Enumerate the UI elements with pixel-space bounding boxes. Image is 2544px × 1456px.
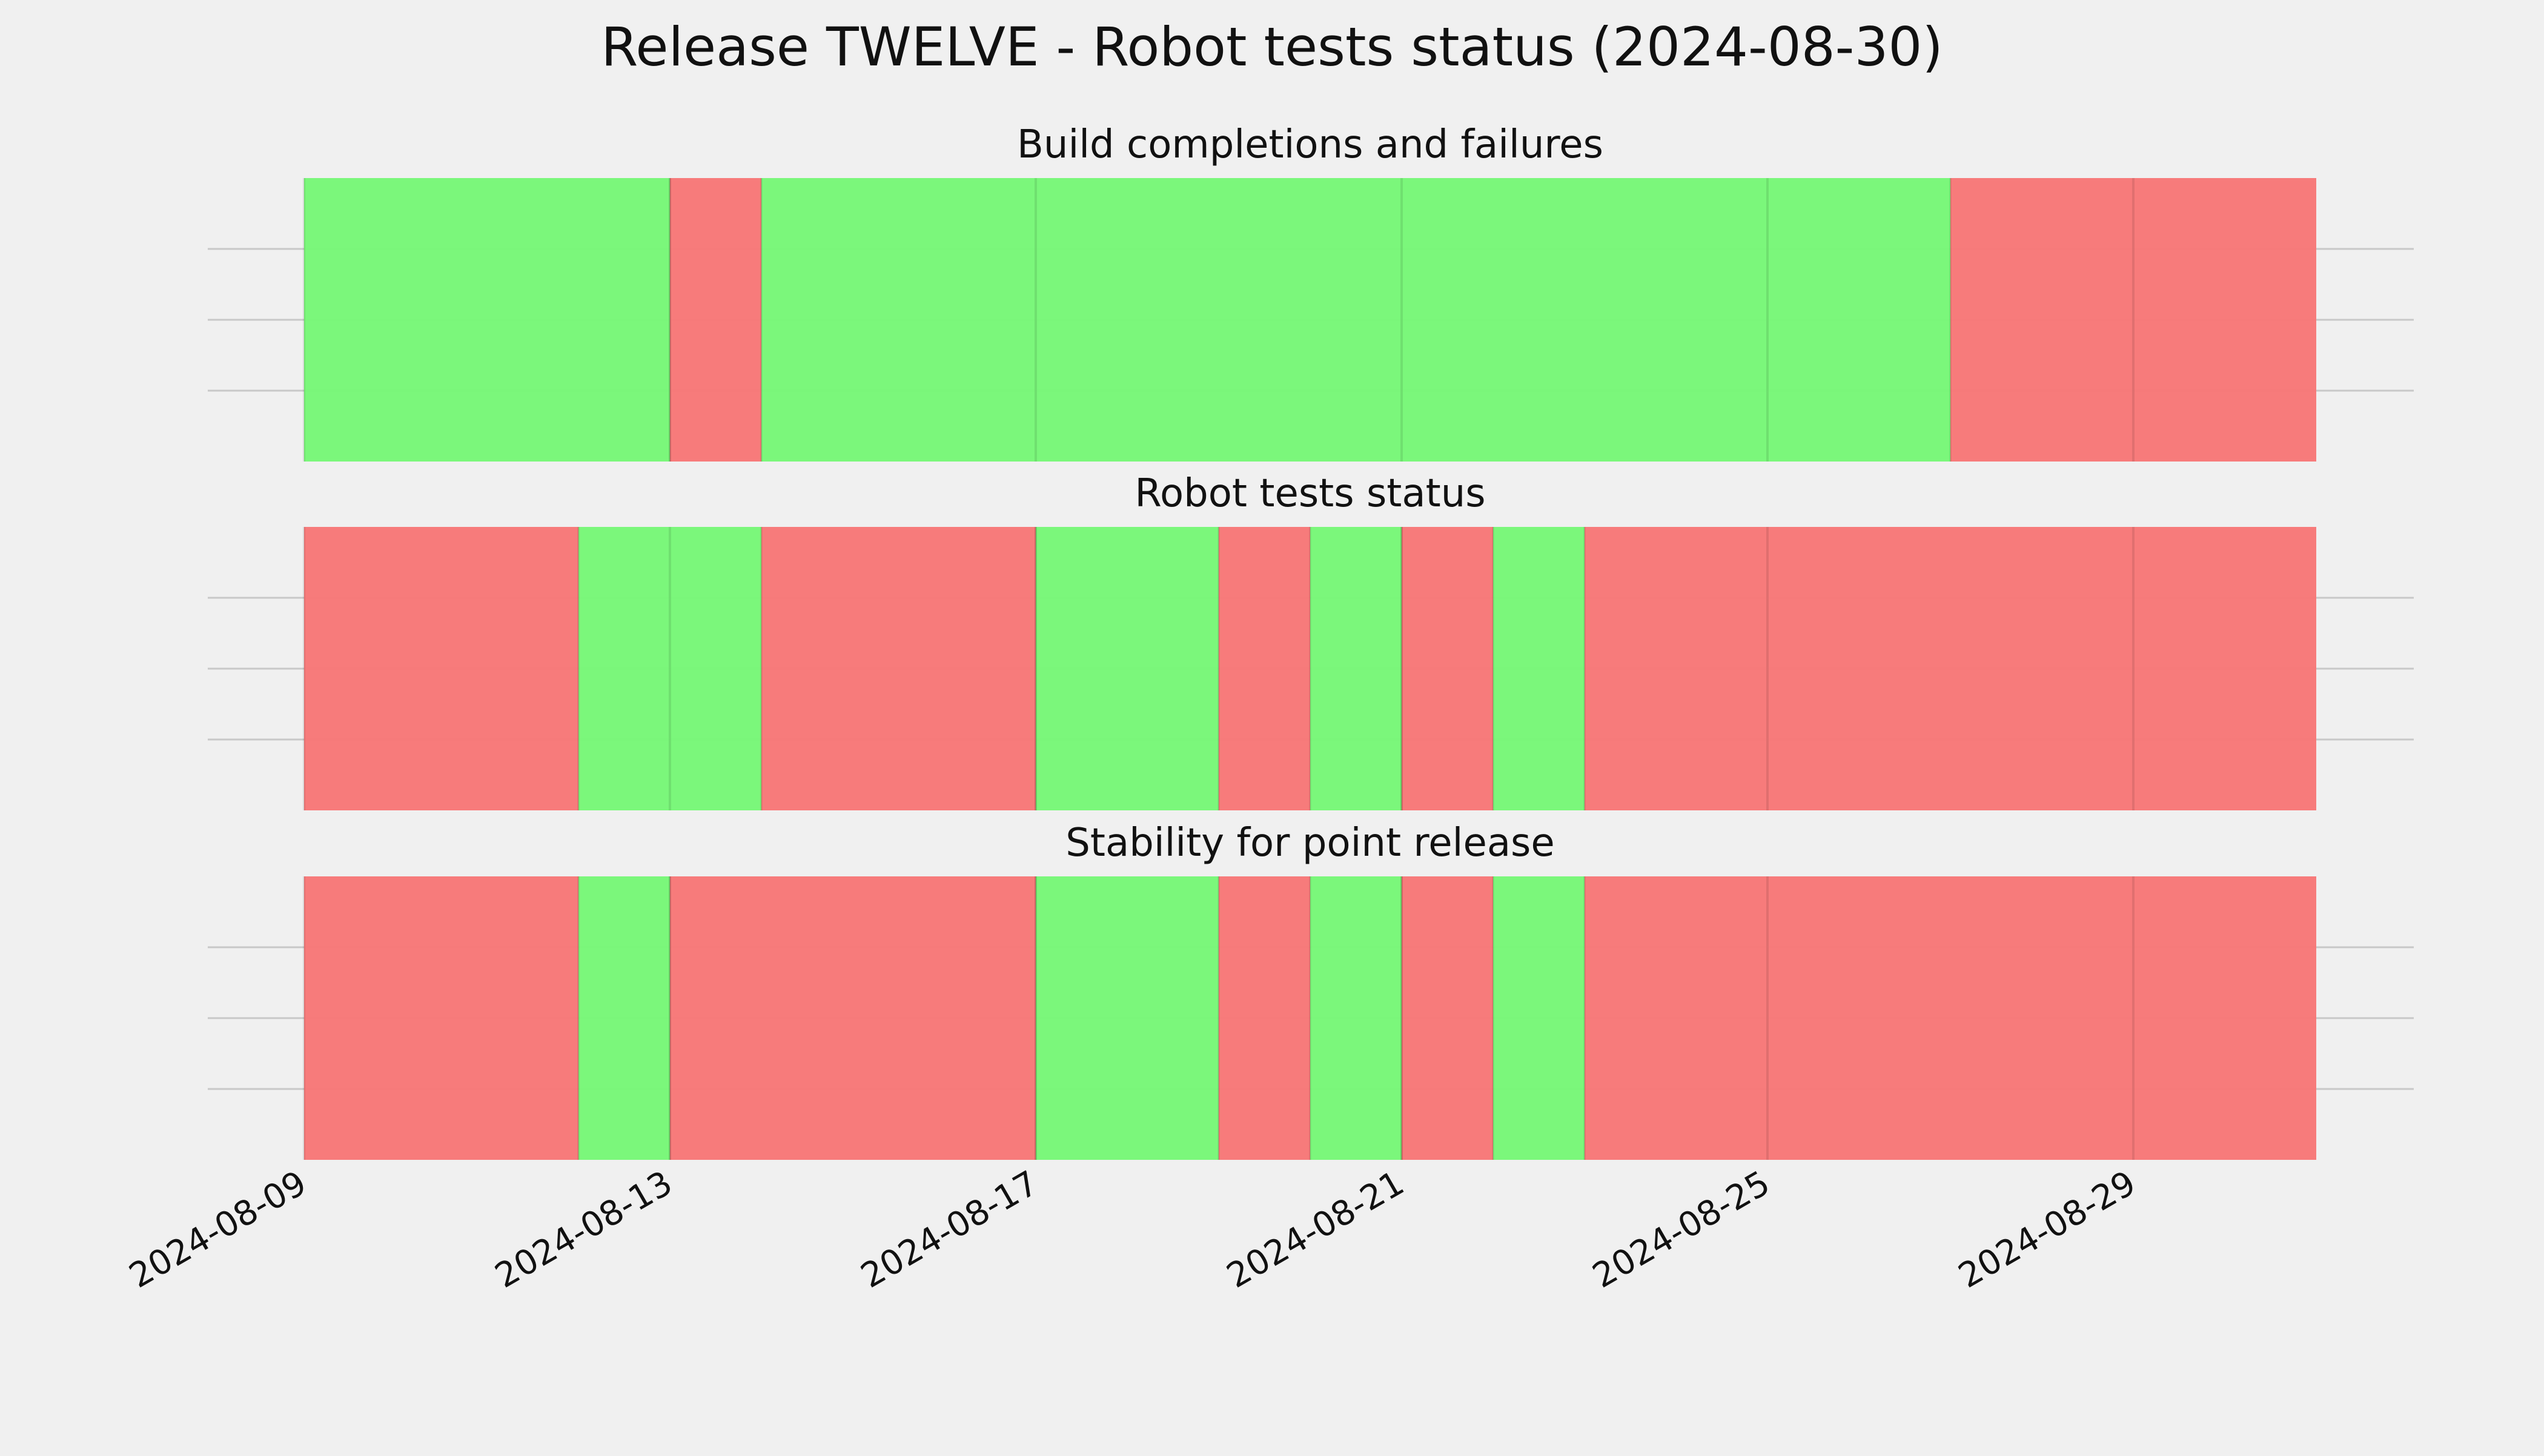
status-segment-pass — [1493, 876, 1585, 1160]
status-segment-fail — [1585, 527, 2316, 810]
panel-title: Robot tests status — [1135, 471, 1485, 516]
status-segment-fail — [1950, 178, 2316, 462]
status-segment-pass — [1310, 527, 1402, 810]
status-segment-pass — [578, 876, 670, 1160]
status-segment-fail — [304, 527, 578, 810]
status-segment-fail — [670, 178, 761, 462]
x-tick-label: 2024-08-17 — [855, 1163, 1045, 1296]
status-segment-pass — [1310, 876, 1402, 1160]
status-segment-fail — [1219, 527, 1310, 810]
chart-title: Release TWELVE - Robot tests status (202… — [601, 16, 1943, 78]
status-segment-fail — [304, 876, 578, 1160]
panel-title: Stability for point release — [1065, 821, 1555, 865]
status-segment-pass — [1493, 527, 1585, 810]
x-tick-label: 2024-08-25 — [1586, 1163, 1777, 1296]
status-segment-pass — [304, 178, 670, 462]
status-segment-fail — [1402, 527, 1493, 810]
x-tick-label: 2024-08-29 — [1952, 1163, 2142, 1296]
status-segment-pass — [1036, 876, 1219, 1160]
x-tick-label: 2024-08-21 — [1221, 1163, 1411, 1296]
status-segment-fail — [1402, 876, 1493, 1160]
panel-title: Build completions and failures — [1017, 122, 1603, 167]
x-tick-label: 2024-08-13 — [489, 1163, 679, 1296]
status-segment-fail — [761, 527, 1036, 810]
status-segment-fail — [1219, 876, 1310, 1160]
status-segment-pass — [1036, 527, 1219, 810]
x-tick-label: 2024-08-09 — [123, 1163, 313, 1296]
status-segment-pass — [761, 178, 1950, 462]
status-segment-fail — [670, 876, 1036, 1160]
status-segment-pass — [578, 527, 761, 810]
status-segment-fail — [1585, 876, 2316, 1160]
